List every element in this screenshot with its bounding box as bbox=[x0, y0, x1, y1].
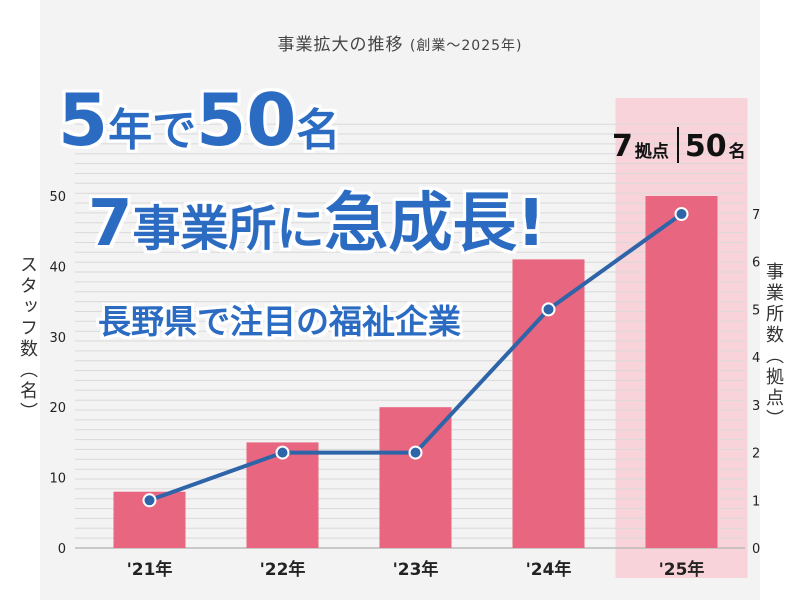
category-label: '25年 bbox=[659, 559, 705, 580]
right-axis-label: 事業所数（拠点） bbox=[763, 262, 784, 430]
callout-bases-unit: 拠点 bbox=[634, 142, 669, 162]
left-axis-label: スタッフ数（名） bbox=[17, 255, 38, 423]
line-point-1 bbox=[275, 445, 290, 460]
headline-line-1: 5年で50名 bbox=[58, 80, 340, 171]
left-tick-label: 20 bbox=[49, 401, 66, 416]
right-tick-label: 2 bbox=[752, 447, 760, 462]
right-tick-label: 7 bbox=[752, 208, 760, 223]
right-tick-label: 6 bbox=[752, 256, 760, 271]
line-point-3 bbox=[541, 302, 556, 317]
category-label: '23年 bbox=[393, 559, 439, 580]
category-label: '24年 bbox=[526, 559, 572, 580]
right-tick-label: 1 bbox=[752, 494, 760, 509]
callout-divider bbox=[676, 127, 679, 163]
headline-exclamation: ! bbox=[516, 187, 546, 261]
chart-title: 事業拡大の推移 (創業〜2025年) bbox=[0, 30, 800, 55]
highlight-callout: 7 拠点 50 名 bbox=[612, 123, 746, 163]
left-tick-label: 40 bbox=[49, 260, 66, 275]
chart-subtitle: (創業〜2025年) bbox=[409, 38, 523, 54]
line-point-2 bbox=[408, 445, 423, 460]
line-point-0 bbox=[142, 493, 157, 508]
bar-2 bbox=[379, 407, 452, 548]
left-tick-label: 0 bbox=[58, 542, 66, 557]
callout-staff-unit: 名 bbox=[728, 142, 746, 162]
right-tick-label: 4 bbox=[752, 351, 760, 366]
left-tick-label: 50 bbox=[49, 190, 66, 205]
headline-growth-text: 急成長 bbox=[324, 187, 517, 261]
right-tick-label: 0 bbox=[752, 542, 760, 557]
headline-line-3: 長野県で注目の福祉企業 bbox=[98, 302, 461, 341]
headline-staff-unit: 名 bbox=[296, 105, 341, 156]
callout-bases-value: 7 bbox=[612, 129, 633, 164]
headline-bases-number: 7 bbox=[88, 187, 133, 261]
category-label: '21年 bbox=[127, 559, 173, 580]
headline-staff-number: 50 bbox=[196, 78, 297, 162]
bar-4 bbox=[645, 196, 718, 548]
right-tick-label: 5 bbox=[752, 303, 760, 318]
headline-years-unit: 年で bbox=[108, 105, 197, 156]
left-tick-label: 10 bbox=[49, 472, 66, 487]
category-label: '22年 bbox=[260, 559, 306, 580]
left-tick-label: 30 bbox=[49, 331, 66, 346]
headline-line-2: 7事業所に急成長! bbox=[88, 188, 546, 265]
line-point-4 bbox=[674, 207, 689, 221]
callout-staff-value: 50 bbox=[684, 129, 727, 164]
headline-years-number: 5 bbox=[58, 78, 109, 162]
chart-title-text: 事業拡大の推移 bbox=[277, 35, 404, 55]
right-tick-label: 3 bbox=[752, 399, 760, 414]
headline-bases-unit: 事業所に bbox=[132, 201, 325, 257]
